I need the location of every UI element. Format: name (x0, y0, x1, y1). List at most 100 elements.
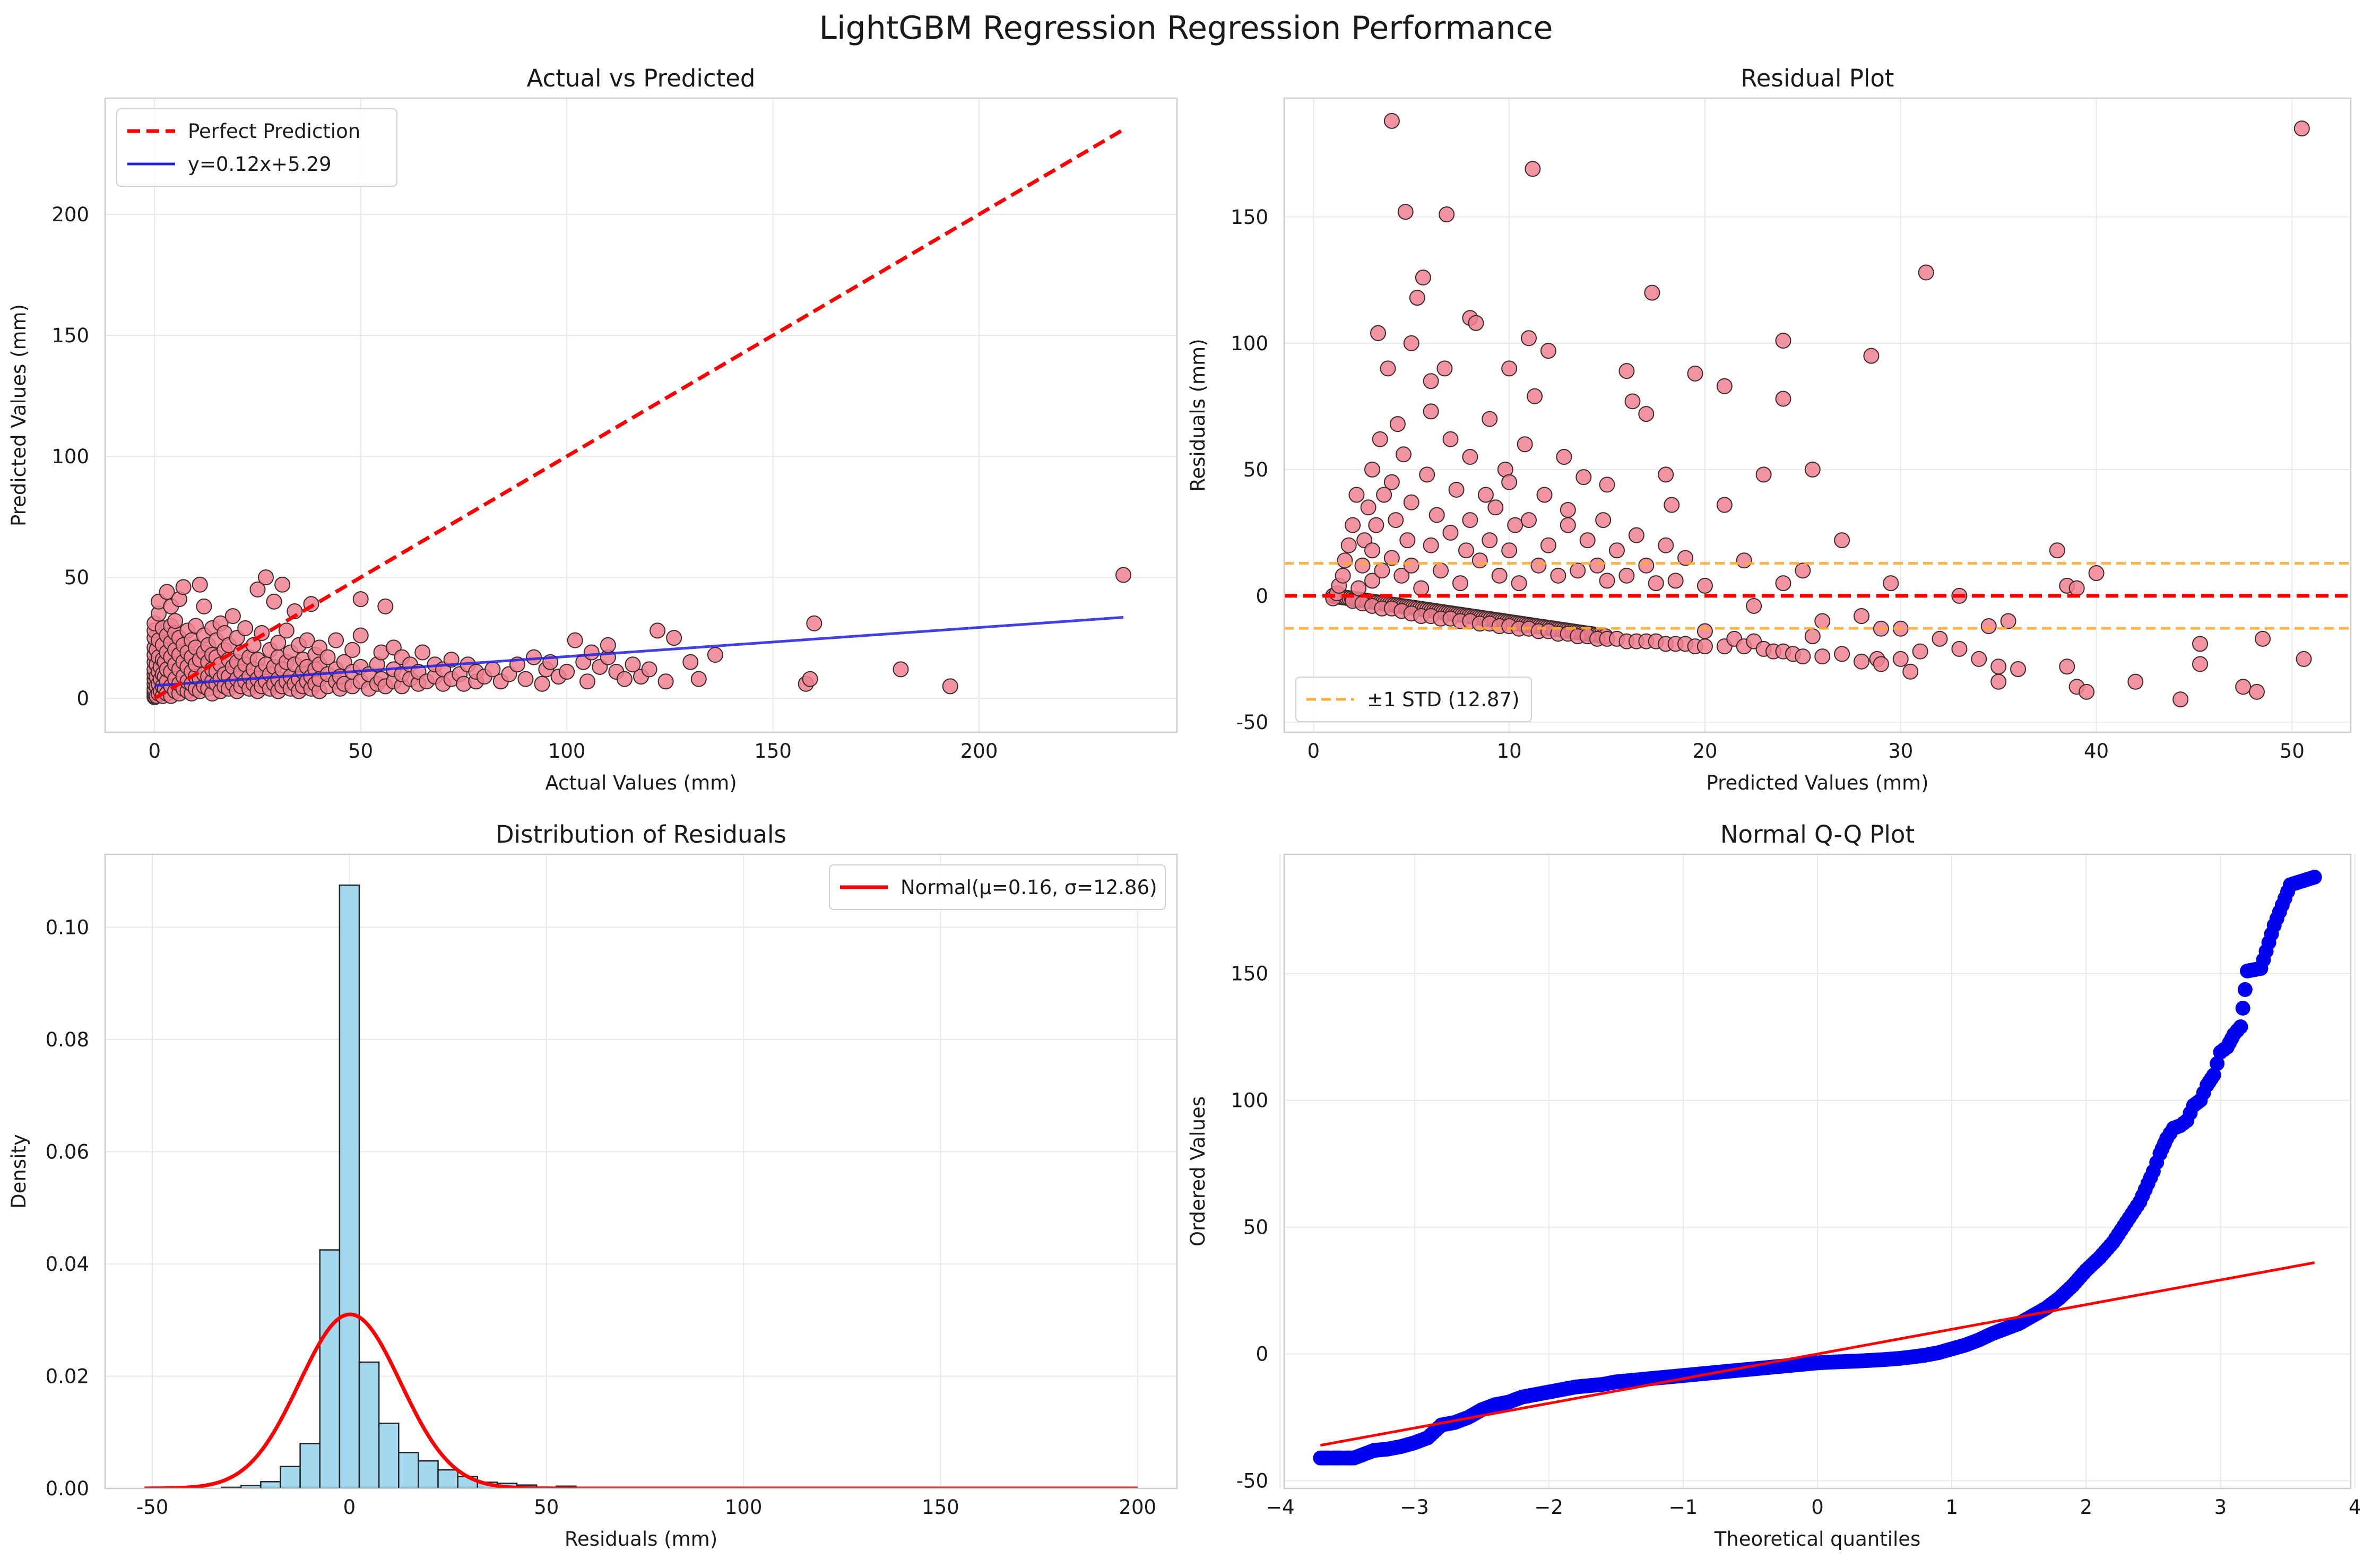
scatter-point (1795, 648, 1811, 665)
scatter-point (1687, 365, 1703, 382)
scatter-point (1804, 461, 1821, 478)
scatter-point (2000, 613, 2016, 629)
scatter-point (2255, 630, 2271, 647)
fit-line (154, 616, 1124, 687)
scatter-point (1853, 608, 1869, 624)
scatter-point (579, 673, 595, 690)
scatter-point (1376, 487, 1392, 503)
scatter-point (1918, 264, 1934, 281)
plot-area (105, 854, 1177, 1488)
scatter-point (192, 576, 208, 593)
scatter-point (1804, 628, 1821, 645)
scatter-point (287, 603, 303, 619)
scatter-point (1337, 552, 1353, 569)
scatter-point (1696, 577, 1713, 594)
figure-title: LightGBM Regression Regression Performan… (819, 10, 1553, 47)
scatter-point (2248, 683, 2265, 700)
scatter-point (1403, 494, 1419, 510)
panel-title: Residual Plot (1741, 64, 1894, 92)
y-tick-label: 150 (1231, 963, 1268, 985)
scatter-point (1501, 360, 1518, 377)
x-tick-label: −1 (1669, 1496, 1698, 1519)
y-tick-label: 0 (1256, 1343, 1268, 1366)
y-axis-label: Density (7, 1134, 30, 1209)
scatter-point (344, 642, 361, 658)
scatter-point (1458, 542, 1474, 559)
scatter-point (802, 671, 818, 687)
scatter-point (1834, 646, 1850, 662)
scatter-point (1423, 403, 1439, 420)
plot-content (1284, 112, 2351, 708)
axes-frame (104, 97, 1178, 733)
scatter-point (270, 635, 287, 651)
x-tick-label: −4 (1266, 1496, 1295, 1519)
scatter-point (1648, 575, 1664, 592)
scatter-point (1370, 325, 1387, 341)
scatter-point (1393, 567, 1410, 584)
x-tick-label: −3 (1400, 1496, 1429, 1519)
scatter-point (1374, 562, 1390, 579)
scatter-point (2127, 673, 2144, 690)
scatter-point (1389, 416, 1406, 432)
x-tick-label: 150 (754, 740, 792, 763)
histogram-bar (280, 1466, 301, 1488)
scatter-point (657, 673, 674, 690)
y-tick-label: 0.04 (46, 1253, 89, 1276)
scatter-point (1755, 466, 1772, 483)
scatter-point (2235, 679, 2252, 695)
x-tick-label: 0 (1308, 740, 1320, 763)
histogram-bar (319, 1249, 341, 1488)
scatter-point (1383, 112, 1400, 129)
scatter-point (1471, 552, 1488, 569)
perfect-prediction-line (153, 128, 1124, 700)
scatter-point (1980, 618, 1997, 635)
scatter-point (1501, 542, 1518, 559)
x-tick-label: 3 (2214, 1496, 2227, 1519)
scatter-point (1482, 532, 1498, 549)
axes-frame (104, 853, 1178, 1489)
scatter-point (1380, 360, 1396, 377)
scatter-point (1575, 469, 1592, 486)
y-tick-label: 0.02 (46, 1365, 89, 1388)
scatter-point (1570, 562, 1586, 579)
panel-residual_distribution: -50 0 50 100 150 200 0.00 0.02 0.04 0.06 0.08 0.10 D… (7, 820, 1178, 1550)
scatter-point (1883, 575, 1899, 592)
histogram-bar (398, 1452, 419, 1488)
scatter-point (1340, 537, 1357, 553)
scatter-point (1932, 630, 1948, 647)
scatter-point (1696, 623, 1713, 639)
legend: ±1 STD (12.87) (1295, 677, 1532, 722)
x-tick-label: 30 (1888, 740, 1913, 763)
scatter-point (414, 644, 431, 661)
legend-frame (116, 108, 397, 187)
scatter-point (1579, 532, 1596, 549)
y-tick-label: 0.10 (46, 916, 89, 939)
x-axis-label: Theoretical quantiles (1714, 1528, 1921, 1550)
x-tick-label: 100 (725, 1496, 763, 1519)
scatter-point (1902, 663, 1919, 680)
scatter-point (1736, 552, 1752, 569)
x-tick-label: 150 (922, 1496, 959, 1519)
qq-reference-line (1320, 1261, 2315, 1447)
scatter-point (1487, 499, 1504, 516)
scatter-point (1395, 446, 1412, 463)
scatter-point (1439, 206, 1455, 223)
grid-lines (105, 98, 1177, 732)
scatter-point (1468, 315, 1484, 331)
histogram-bar (358, 1361, 380, 1488)
scatter-point (1423, 373, 1439, 389)
scatter-point (258, 569, 274, 586)
x-tick-label: 1 (1945, 1496, 1958, 1519)
scatter-point (567, 632, 583, 648)
x-tick-label: 0 (343, 1496, 356, 1519)
scatter-point (2068, 580, 2085, 596)
x-tick-label: 0 (148, 740, 161, 763)
axes-frame (1283, 97, 2352, 733)
scatter-point (682, 654, 699, 670)
histogram-bar (260, 1481, 281, 1488)
scatter-point (1624, 393, 1641, 410)
y-tick-label: 0.00 (46, 1477, 89, 1500)
scatter-point (1419, 466, 1435, 483)
y-tick-label: 150 (1231, 206, 1268, 229)
